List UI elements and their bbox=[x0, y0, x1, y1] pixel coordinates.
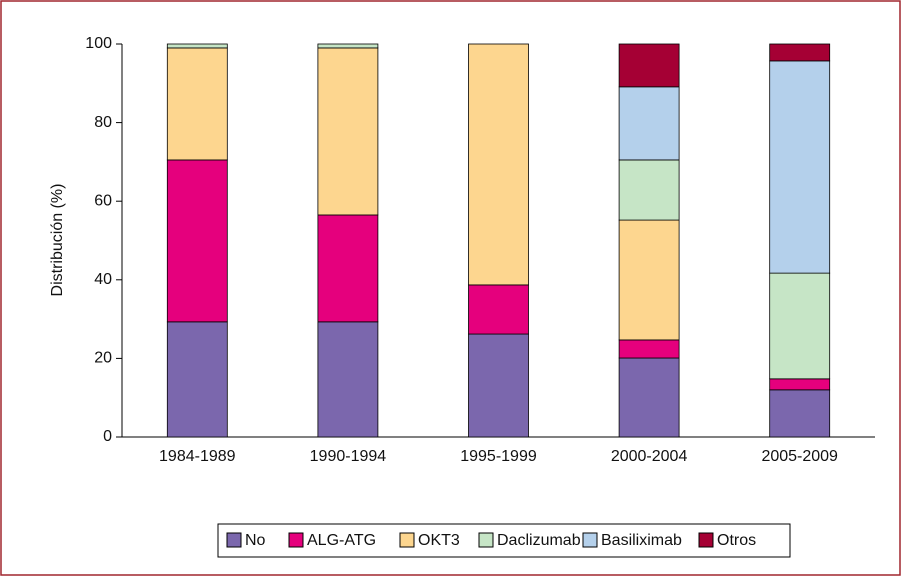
legend-label: ALG-ATG bbox=[307, 532, 376, 549]
x-tick-label: 1990-1994 bbox=[310, 448, 387, 465]
x-tick-label: 1995-1999 bbox=[460, 448, 537, 465]
y-tick-label: 0 bbox=[103, 428, 112, 445]
y-axis-label: Distribución (%) bbox=[49, 184, 66, 297]
legend-swatch bbox=[582, 532, 598, 548]
legend-swatch bbox=[478, 532, 494, 548]
legend-label: No bbox=[245, 532, 266, 549]
bar-segment bbox=[618, 339, 680, 359]
bar-segment bbox=[468, 43, 529, 286]
bar-segment bbox=[317, 43, 379, 49]
legend-label: Otros bbox=[717, 532, 756, 549]
y-tick-label: 100 bbox=[85, 35, 112, 52]
y-tick-label: 40 bbox=[94, 271, 112, 288]
bar-segment bbox=[769, 378, 831, 391]
y-tick-label: 20 bbox=[94, 350, 112, 367]
legend-swatch bbox=[698, 532, 714, 548]
bar-segment bbox=[769, 43, 831, 62]
bar-segment bbox=[618, 357, 680, 438]
bar-segment bbox=[468, 284, 529, 335]
bar-segment bbox=[769, 272, 831, 380]
y-tick-label: 60 bbox=[94, 192, 112, 209]
legend-swatch bbox=[399, 532, 415, 548]
bar-segment bbox=[166, 159, 228, 323]
bar-segment bbox=[317, 214, 379, 323]
bar-segment bbox=[468, 333, 529, 438]
legend-label: OKT3 bbox=[418, 532, 460, 549]
legend-box bbox=[217, 523, 791, 558]
x-tick-label: 2000-2004 bbox=[611, 448, 688, 465]
bar-segment bbox=[769, 389, 831, 438]
bar-segment bbox=[618, 219, 680, 341]
bar-segment bbox=[317, 47, 379, 216]
bar-segment bbox=[618, 159, 680, 221]
legend-label: Basiliximab bbox=[601, 532, 682, 549]
bar-segment bbox=[618, 43, 680, 88]
bar-segment bbox=[618, 86, 680, 161]
legend-swatch bbox=[226, 532, 242, 548]
bar-segment bbox=[317, 321, 379, 438]
y-tick-label: 80 bbox=[94, 114, 112, 131]
legend-label: Daclizumab bbox=[497, 532, 581, 549]
legend-swatch bbox=[288, 532, 304, 548]
bar-segment bbox=[769, 60, 831, 274]
bar-segment bbox=[166, 47, 228, 161]
bar-segment bbox=[166, 321, 228, 438]
x-tick-label: 2005-2009 bbox=[761, 448, 838, 465]
x-tick-label: 1984-1989 bbox=[159, 448, 236, 465]
bar-segment bbox=[166, 43, 228, 49]
